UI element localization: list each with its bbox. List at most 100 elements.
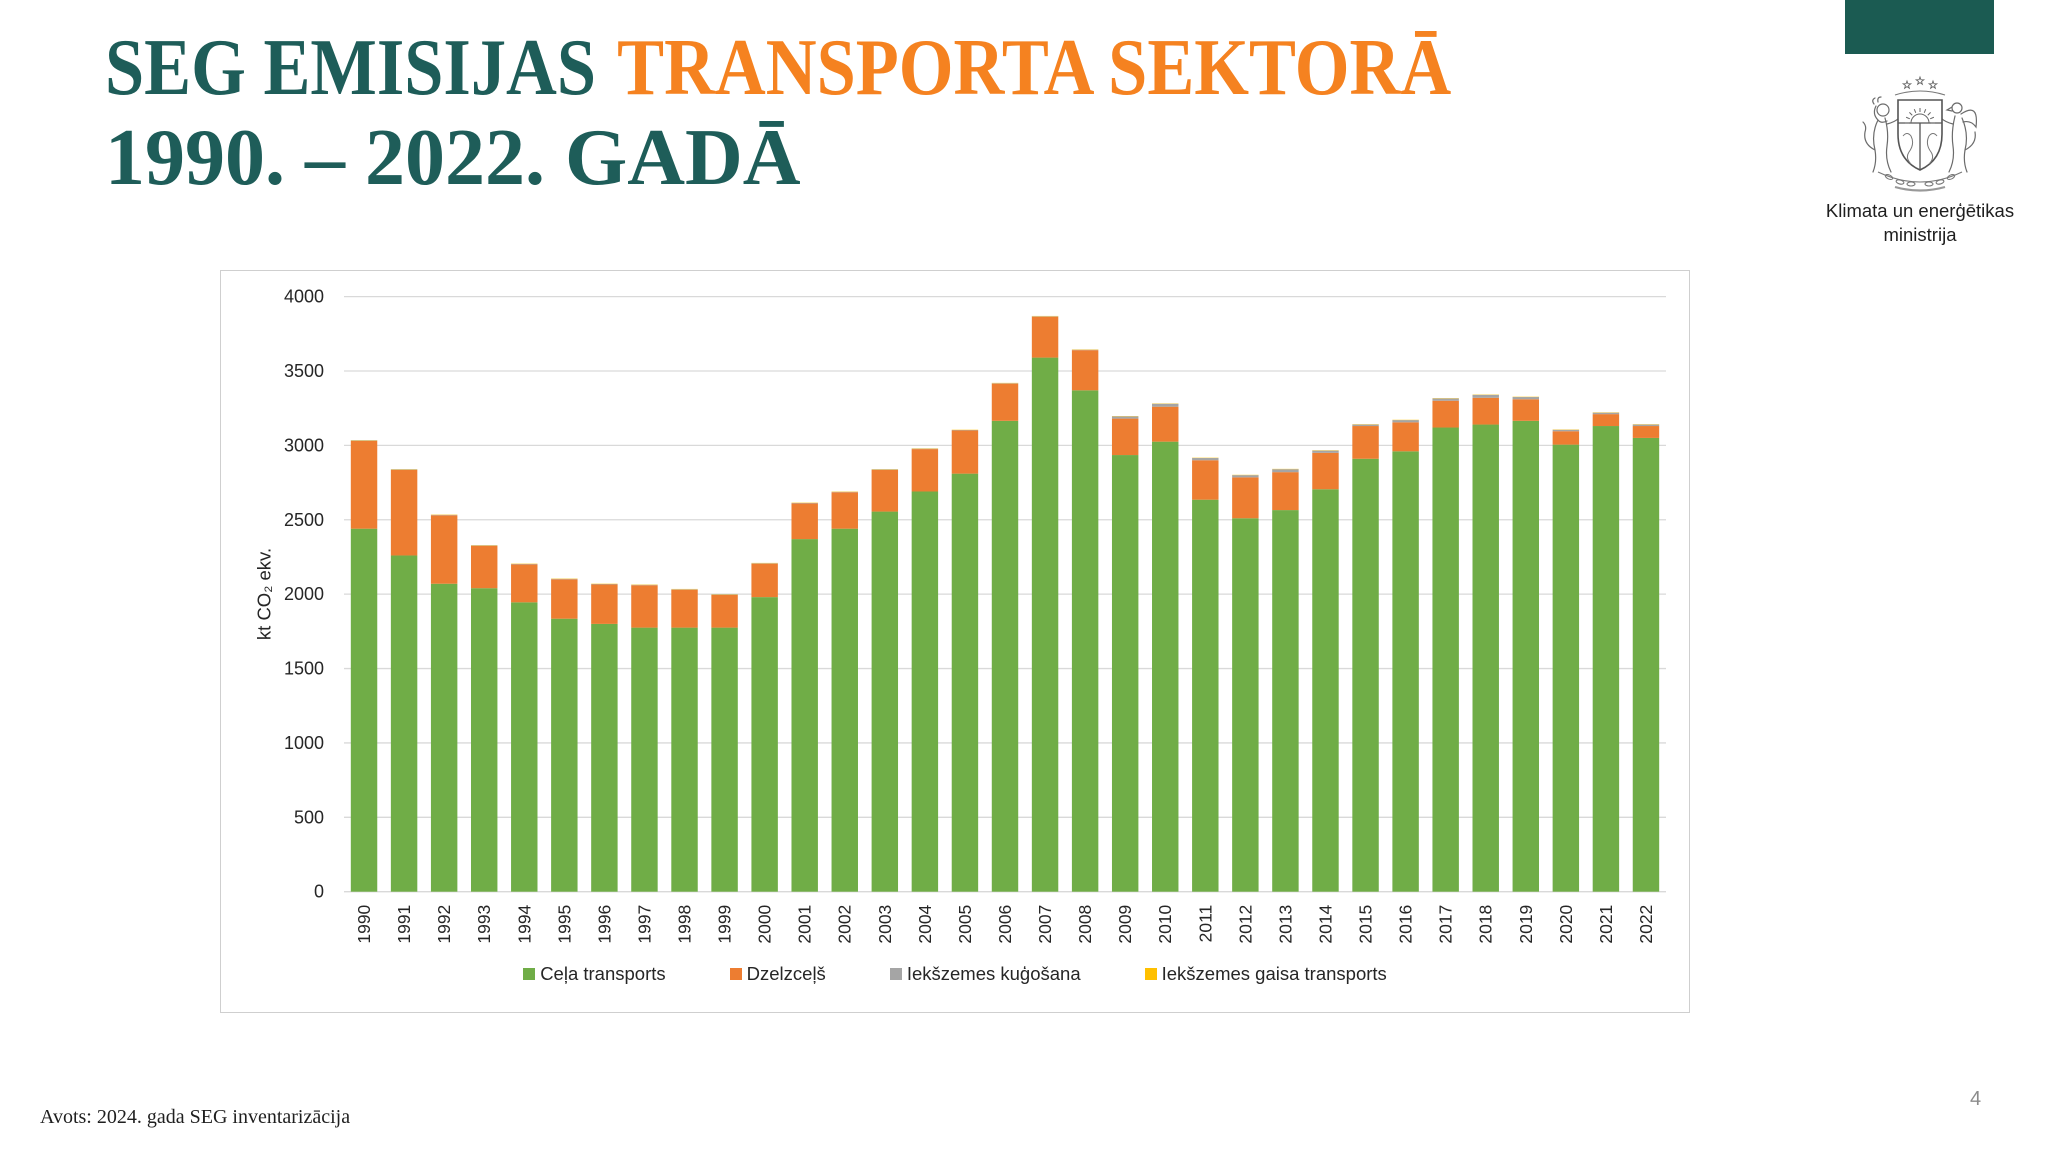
legend-item-railway: Dzelzceļš: [729, 963, 826, 985]
x-tick-label: 2015: [1356, 905, 1376, 944]
x-tick-label: 1991: [394, 905, 414, 944]
x-tick-label: 2000: [755, 904, 775, 943]
bar-domestic-navigation-2009: [1111, 416, 1139, 419]
bar-domestic-navigation-2019: [1512, 397, 1540, 400]
x-tick-label: 2001: [795, 905, 815, 944]
oak-branch-icon: [1877, 171, 1963, 187]
stars-icon: [1901, 75, 1939, 90]
x-tick-label: 2013: [1275, 905, 1295, 944]
ministry-name: Klimata un enerģētikas ministrija: [1800, 199, 2040, 247]
bar-railway-2006: [991, 383, 1019, 421]
y-tick-label: 500: [294, 807, 324, 827]
x-tick-label: 2018: [1476, 905, 1496, 944]
bar-domestic-navigation-2012: [1232, 475, 1259, 478]
bar-road-transport-2021: [1592, 426, 1620, 892]
x-axis-ticks: 1990 1991 1992 1993 1994 1995 1996 1997 1998 1999…: [354, 904, 1656, 943]
bar-road-transport-2013: [1272, 510, 1299, 892]
bar-road-transport-2009: [1111, 455, 1139, 892]
star-icon: [1914, 75, 1926, 86]
bar-railway-1991: [390, 469, 418, 556]
x-tick-label: 1992: [434, 905, 454, 944]
bar-road-transport-2020: [1552, 444, 1580, 892]
bar-railway-2017: [1432, 400, 1459, 428]
bar-domestic-navigation-2020: [1552, 429, 1580, 432]
title-line-2: 1990. – 2022. GADĀ: [105, 114, 801, 202]
legend-swatch-domestic-aviation: [1144, 968, 1157, 980]
bar-road-transport-2017: [1432, 427, 1459, 892]
bar-domestic-navigation-2018: [1472, 394, 1499, 398]
y-tick-label: 2500: [284, 510, 324, 530]
shield-lion-icon: [1902, 133, 1914, 165]
bar-railway-2018: [1472, 397, 1499, 425]
bar-road-transport-1991: [390, 555, 418, 892]
page-number: 4: [1970, 1088, 1982, 1110]
y-axis-label: kt CO₂ ekv.: [254, 548, 275, 640]
y-tick-label: 0: [314, 882, 324, 902]
legend-label-road-transport: Ceļa transports: [540, 963, 666, 984]
bar-domestic-navigation-2022: [1632, 424, 1660, 427]
x-tick-label: 1998: [675, 905, 695, 944]
bar-road-transport-1996: [591, 623, 618, 892]
arc-ornament: [1894, 90, 1946, 96]
y-tick-label: 3500: [284, 361, 324, 381]
bar-railway-1999: [711, 594, 738, 628]
y-tick-label: 3000: [284, 435, 324, 455]
legend-swatch-railway: [729, 968, 742, 980]
bar-road-transport-1990: [350, 528, 378, 892]
bar-railway-1994: [511, 564, 538, 603]
bar-railway-2014: [1312, 452, 1339, 490]
chart-legend: Ceļa transports Dzelzceļš Iekšzemes kuģo…: [221, 961, 1689, 987]
x-tick-label: 2014: [1315, 904, 1335, 943]
bar-road-transport-2014: [1312, 489, 1339, 892]
bar-road-transport-2008: [1071, 390, 1099, 892]
x-tick-label: 2017: [1436, 905, 1456, 944]
bar-domestic-navigation-2016: [1392, 420, 1419, 423]
bar-road-transport-1997: [631, 627, 658, 892]
ministry-name-line-2: ministrija: [1883, 224, 1957, 245]
x-tick-label: 2021: [1596, 905, 1616, 944]
legend-swatch-domestic-navigation: [889, 968, 902, 980]
bar-road-transport-2019: [1512, 420, 1540, 892]
bar-railway-2007: [1031, 316, 1059, 358]
bar-railway-1996: [591, 584, 618, 624]
lion-supporter-icon: [1862, 96, 1900, 173]
x-tick-label: 1995: [554, 905, 574, 944]
bar-road-transport-2011: [1192, 499, 1219, 892]
x-tick-label: 2003: [875, 905, 895, 944]
x-tick-label: 2011: [1195, 905, 1215, 943]
x-tick-label: 2002: [835, 905, 855, 944]
ministry-name-line-1: Klimata un enerģētikas: [1825, 200, 2015, 221]
x-tick-label: 1999: [715, 905, 735, 944]
bar-road-transport-1998: [671, 627, 698, 892]
bar-railway-2020: [1552, 431, 1580, 445]
bar-railway-2005: [951, 430, 979, 474]
x-tick-label: 2022: [1636, 905, 1656, 944]
bar-road-transport-1999: [711, 627, 738, 892]
bar-road-transport-2002: [831, 528, 858, 892]
bar-road-transport-2005: [951, 473, 979, 892]
bar-railway-2010: [1152, 406, 1179, 442]
x-tick-label: 2006: [995, 905, 1015, 944]
x-tick-label: 2004: [915, 904, 935, 943]
bar-road-transport-2022: [1632, 437, 1660, 892]
bar-railway-1993: [470, 545, 498, 589]
bar-road-transport-2015: [1352, 458, 1379, 892]
x-tick-label: 2007: [1035, 905, 1055, 944]
x-tick-label: 1996: [594, 905, 614, 944]
bar-road-transport-1994: [511, 602, 538, 892]
bar-domestic-navigation-2015: [1352, 424, 1379, 427]
bar-road-transport-2010: [1152, 441, 1179, 892]
bar-railway-2002: [831, 492, 858, 529]
bar-road-transport-2016: [1392, 451, 1419, 892]
bar-railway-1998: [671, 589, 698, 628]
bar-road-transport-2018: [1472, 424, 1499, 892]
bar-road-transport-2003: [871, 511, 899, 892]
x-tick-label: 2009: [1115, 905, 1135, 944]
bar-road-transport-1995: [551, 618, 578, 892]
bar-railway-2016: [1392, 422, 1419, 452]
bar-railway-2022: [1632, 426, 1660, 438]
chart-frame: 0 500 1000 1500 2000 2500 3000 3500 4000 1990 199…: [220, 270, 1690, 1013]
bar-domestic-navigation-2017: [1432, 398, 1459, 401]
bar-railway-2019: [1512, 399, 1540, 421]
